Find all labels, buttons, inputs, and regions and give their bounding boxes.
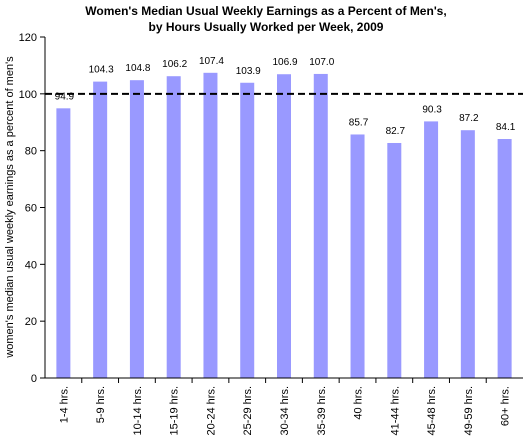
- bar: [56, 108, 71, 378]
- data-labels: 94.9 104.3 104.8 106.2 107.4 103.9 106.9 107.0 8…: [55, 56, 516, 137]
- bar: [93, 81, 108, 378]
- y-axis-title: women's median usual weekly earnings as …: [4, 56, 16, 359]
- data-label: 84.1: [496, 122, 516, 133]
- x-axis-ticks: 1-4 hrs. 5-9 hrs. 10-14 hrs. 15-19 hrs. 20-2…: [58, 378, 512, 436]
- chart-title-line2: by Hours Usually Worked per Week, 2009: [149, 20, 384, 34]
- y-tick-label: 120: [19, 32, 37, 44]
- bar: [240, 82, 255, 379]
- bar: [497, 139, 512, 378]
- bar: [387, 142, 402, 378]
- bar: [203, 72, 218, 379]
- data-label: 106.2: [162, 59, 187, 70]
- bar: [166, 76, 181, 378]
- data-label: 87.2: [459, 113, 479, 124]
- x-tick-label: 40 hrs.: [353, 386, 365, 420]
- y-tick-label: 80: [25, 146, 37, 158]
- x-tick-label: 15-19 hrs.: [169, 386, 181, 436]
- x-tick-label: 1-4 hrs.: [58, 386, 70, 423]
- chart-title-line1: Women's Median Usual Weekly Earnings as …: [85, 4, 446, 18]
- x-tick-label: 60+ hrs.: [500, 386, 512, 426]
- data-label: 90.3: [422, 104, 442, 115]
- x-tick-label: 30-34 hrs.: [279, 386, 291, 436]
- data-label: 94.9: [55, 91, 75, 102]
- bars: [56, 72, 512, 379]
- data-label: 103.9: [236, 66, 261, 77]
- bar: [350, 134, 365, 378]
- data-label: 106.9: [272, 57, 297, 68]
- data-label: 104.3: [89, 65, 114, 76]
- x-tick-label: 25-29 hrs.: [242, 386, 254, 436]
- x-tick-label: 41-44 hrs.: [389, 386, 401, 436]
- x-tick-label: 20-24 hrs.: [205, 386, 217, 436]
- x-tick-label: 10-14 hrs.: [132, 386, 144, 436]
- x-tick-label: 45-48 hrs.: [426, 386, 438, 436]
- x-tick-label: 35-39 hrs.: [316, 386, 328, 436]
- bar: [460, 130, 475, 378]
- bar: [424, 121, 439, 379]
- x-tick-label: 5-9 hrs.: [95, 386, 107, 423]
- data-label: 82.7: [386, 126, 406, 137]
- data-label: 85.7: [349, 117, 369, 128]
- data-label: 104.8: [125, 63, 150, 74]
- y-tick-label: 0: [31, 373, 37, 385]
- x-tick-label: 49-59 hrs.: [463, 386, 475, 436]
- data-label: 107.0: [309, 57, 334, 68]
- y-tick-label: 20: [25, 316, 37, 328]
- y-tick-label: 60: [25, 203, 37, 215]
- y-tick-label: 100: [19, 89, 37, 101]
- y-tick-label: 40: [25, 259, 37, 271]
- data-label: 107.4: [199, 56, 224, 67]
- bar: [129, 80, 144, 379]
- y-axis-ticks: 0 20 40 60 80 100 120: [19, 32, 45, 385]
- bar: [313, 73, 328, 379]
- bar: [277, 74, 291, 378]
